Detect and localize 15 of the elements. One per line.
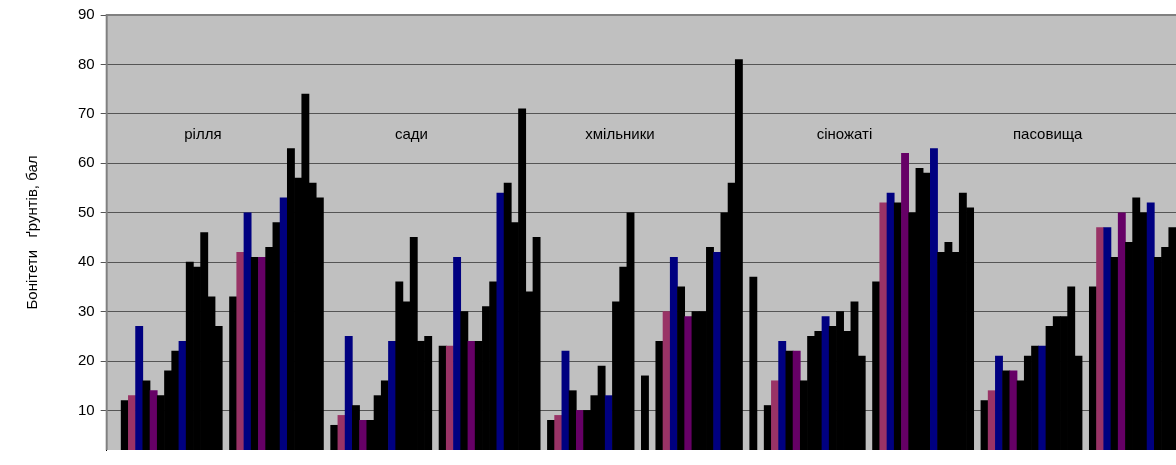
y-tick-label: 90 [78,5,95,23]
y-tick-label: 50 [78,202,95,220]
y-tick-label: 60 [78,153,95,171]
y-tick-label: 30 [78,301,95,319]
annotation: пасовища [1012,125,1084,143]
y-tick-label: 40 [78,252,95,270]
annotation: сіножаті [816,125,873,143]
y-tick-label: 70 [78,104,95,121]
y-tick-label: 20 [78,351,95,369]
annotation: рілля [184,125,222,143]
y-tick-label: 80 [78,54,95,72]
y-tick-label: 10 [78,400,95,418]
annotation: хмільники [585,125,655,143]
y-axis-title: Бонітети ґрунтів, бал [23,155,41,310]
annotation: сади [394,125,428,143]
